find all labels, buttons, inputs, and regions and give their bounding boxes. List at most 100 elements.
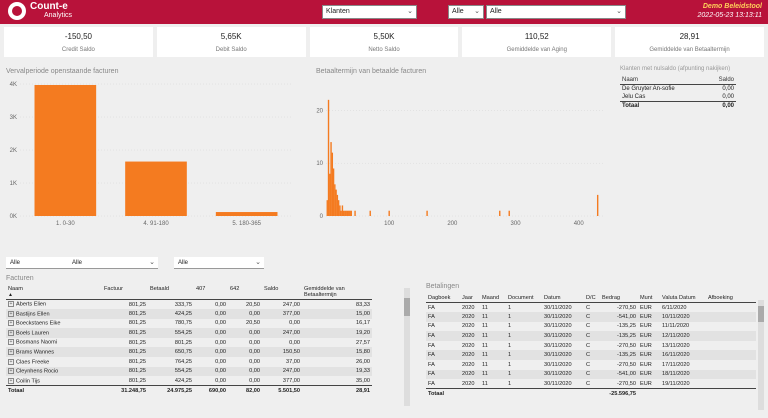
bar[interactable] [369, 210, 371, 216]
bar[interactable] [340, 210, 342, 216]
bar[interactable] [34, 84, 97, 217]
expand-icon[interactable]: + [8, 329, 14, 336]
col-naam[interactable]: Naam ▲ [6, 285, 102, 300]
table-row[interactable]: FA 2020 11 1 30/11/2020 C -270,50 EUR 19/11/2020 [426, 379, 756, 389]
bar[interactable] [326, 200, 328, 216]
bar[interactable] [596, 194, 599, 216]
table-cell: 35,00 [356, 377, 370, 384]
bar[interactable] [342, 210, 345, 216]
slicer-3-value: Alle [178, 260, 189, 266]
bar[interactable] [348, 210, 350, 216]
col-642[interactable]: 642 [228, 285, 262, 300]
col-maand[interactable]: Maand [480, 294, 506, 303]
col-dc[interactable]: D/C [584, 294, 600, 303]
col-saldo[interactable]: Saldo [706, 76, 736, 85]
facturen-title: Facturen [6, 275, 34, 282]
slicer-2[interactable]: Alle ⌄ [68, 257, 158, 269]
col-datum[interactable]: Datum [542, 294, 584, 303]
table-row[interactable]: FA 2020 11 1 30/11/2020 C -541,00 EUR 18/11/2020 [426, 369, 756, 380]
table-row[interactable]: + Coilin Tijs 801,25 424,25 0,00 0,00 377,00 35… [6, 376, 372, 386]
table-cell: 19,20 [302, 328, 372, 338]
table-row[interactable]: + Aberts Elien 801,25 333,75 0,00 20,50 247,00… [6, 300, 372, 310]
expand-icon[interactable]: + [8, 358, 14, 365]
cell-naam: De Gruyter An-sofie [622, 86, 675, 92]
col-saldo[interactable]: Saldo [262, 285, 302, 300]
col-betaald[interactable]: Betaald [148, 285, 194, 300]
total-cell: 690,00 [194, 385, 228, 396]
col-407[interactable]: 407 [194, 285, 228, 300]
bar[interactable] [329, 173, 331, 216]
table-row[interactable]: + Claes Freeke 801,25 764,25 0,00 0,00 37,00 26… [6, 357, 372, 367]
col-valuta-datum[interactable]: Valuta Datum [660, 294, 706, 303]
bar[interactable] [350, 210, 352, 216]
vervalperiode-chart: 0K 1K 2K 3K 4K 1. 0-30 4. 91-180 5. 180-365 [10, 82, 292, 227]
table-cell: 30/11/2020 [544, 304, 572, 311]
chevron-down-icon: ⌄ [149, 259, 155, 266]
total-label: Totaal [620, 101, 707, 110]
bar[interactable] [336, 194, 339, 216]
col-factuur[interactable]: Factuur [102, 285, 148, 300]
expand-icon[interactable]: + [8, 377, 14, 384]
bar[interactable] [499, 210, 501, 216]
bar[interactable] [345, 210, 347, 216]
bar[interactable] [335, 189, 337, 216]
bar[interactable] [349, 210, 351, 216]
table-row[interactable]: FA 2020 11 1 30/11/2020 C -135,25 EUR 11/11/2020 [426, 322, 756, 332]
klanten-dropdown[interactable]: Klanten ⌄ [322, 5, 417, 19]
bar[interactable] [354, 210, 356, 216]
col-bedrag[interactable]: Bedrag [600, 294, 638, 303]
table-cell [706, 303, 756, 313]
table-cell: 2020 [462, 323, 475, 330]
table-row[interactable]: FA 2020 11 1 30/11/2020 C -270,50 EUR 6/11/2020 [426, 303, 756, 313]
table-row[interactable]: + Bosmans Naomi 801,25 801,25 0,00 0,00 0,00 27… [6, 338, 372, 348]
table-cell: 0,00 [215, 377, 226, 384]
table-row[interactable]: + Boeckstaens Eike 801,25 780,75 0,00 20,50 0,… [6, 319, 372, 329]
bar[interactable] [426, 210, 428, 216]
betalingen-scrollbar[interactable] [758, 300, 764, 410]
bar[interactable] [330, 142, 332, 216]
bar[interactable] [337, 200, 340, 216]
table-row[interactable]: + Boels Lauren 801,25 554,25 0,00 0,00 247,00 1… [6, 328, 372, 338]
bar[interactable] [327, 99, 330, 216]
expand-icon[interactable]: + [8, 349, 14, 356]
col-dagboek[interactable]: Dagboek [426, 294, 460, 303]
table-row[interactable]: FA 2020 11 1 30/11/2020 C -135,25 EUR 16/11/2020 [426, 350, 756, 361]
bar[interactable] [331, 152, 334, 216]
table-row[interactable]: FA 2020 11 1 30/11/2020 C -270,50 EUR 17/11/2020 [426, 360, 756, 370]
expand-icon[interactable]: + [8, 301, 14, 308]
bar[interactable] [344, 210, 346, 216]
col-betaaltermijn[interactable]: Gemiddelde van Betaaltermijn [302, 285, 372, 300]
table-row[interactable]: + Brams Wannes 801,25 650,75 0,00 0,00 150,50 1… [6, 347, 372, 358]
scroll-thumb[interactable] [758, 306, 764, 322]
table-row[interactable]: FA 2020 11 1 30/11/2020 C -270,50 EUR 13/11/2020 [426, 341, 756, 351]
table-row[interactable]: + Bastijns Ellen 801,25 424,25 0,00 0,00 377,0… [6, 309, 372, 319]
table-row[interactable]: FA 2020 11 1 30/11/2020 C -541,00 EUR 10/11/2020 [426, 312, 756, 322]
col-naam[interactable]: Naam [620, 76, 707, 85]
col-document[interactable]: Document [506, 294, 542, 303]
expand-icon[interactable]: + [8, 368, 14, 375]
bar[interactable] [334, 184, 336, 216]
table-cell: -270,50 [617, 304, 636, 311]
bar[interactable] [388, 210, 390, 216]
table-cell: 0,00 [249, 358, 260, 365]
col-jaar[interactable]: Jaar [460, 294, 480, 303]
expand-icon[interactable]: + [8, 320, 14, 327]
filter-dropdown-2[interactable]: Alle ⌄ [486, 5, 626, 19]
bar[interactable] [125, 161, 187, 216]
col-munt[interactable]: Munt [638, 294, 660, 303]
bar[interactable] [215, 212, 278, 216]
filter-dropdown-1[interactable]: Alle ⌄ [448, 5, 484, 19]
bar[interactable] [332, 168, 335, 216]
expand-icon[interactable]: + [8, 310, 14, 317]
slicer-3[interactable]: Alle ⌄ [174, 257, 264, 269]
bar[interactable] [341, 205, 344, 216]
col-afboeking[interactable]: Afboeking [706, 294, 756, 303]
expand-icon[interactable]: + [8, 339, 14, 346]
table-row[interactable]: + Cleynhens Rocio 801,25 554,25 0,00 0,00 247,… [6, 366, 372, 377]
bar[interactable] [346, 210, 349, 216]
facturen-scrollbar[interactable] [404, 288, 410, 406]
table-row[interactable]: FA 2020 11 1 30/11/2020 C -135,25 EUR 12/11/2020 [426, 331, 756, 341]
scroll-thumb[interactable] [404, 298, 410, 316]
bar[interactable] [339, 205, 341, 216]
bar[interactable] [508, 210, 510, 216]
